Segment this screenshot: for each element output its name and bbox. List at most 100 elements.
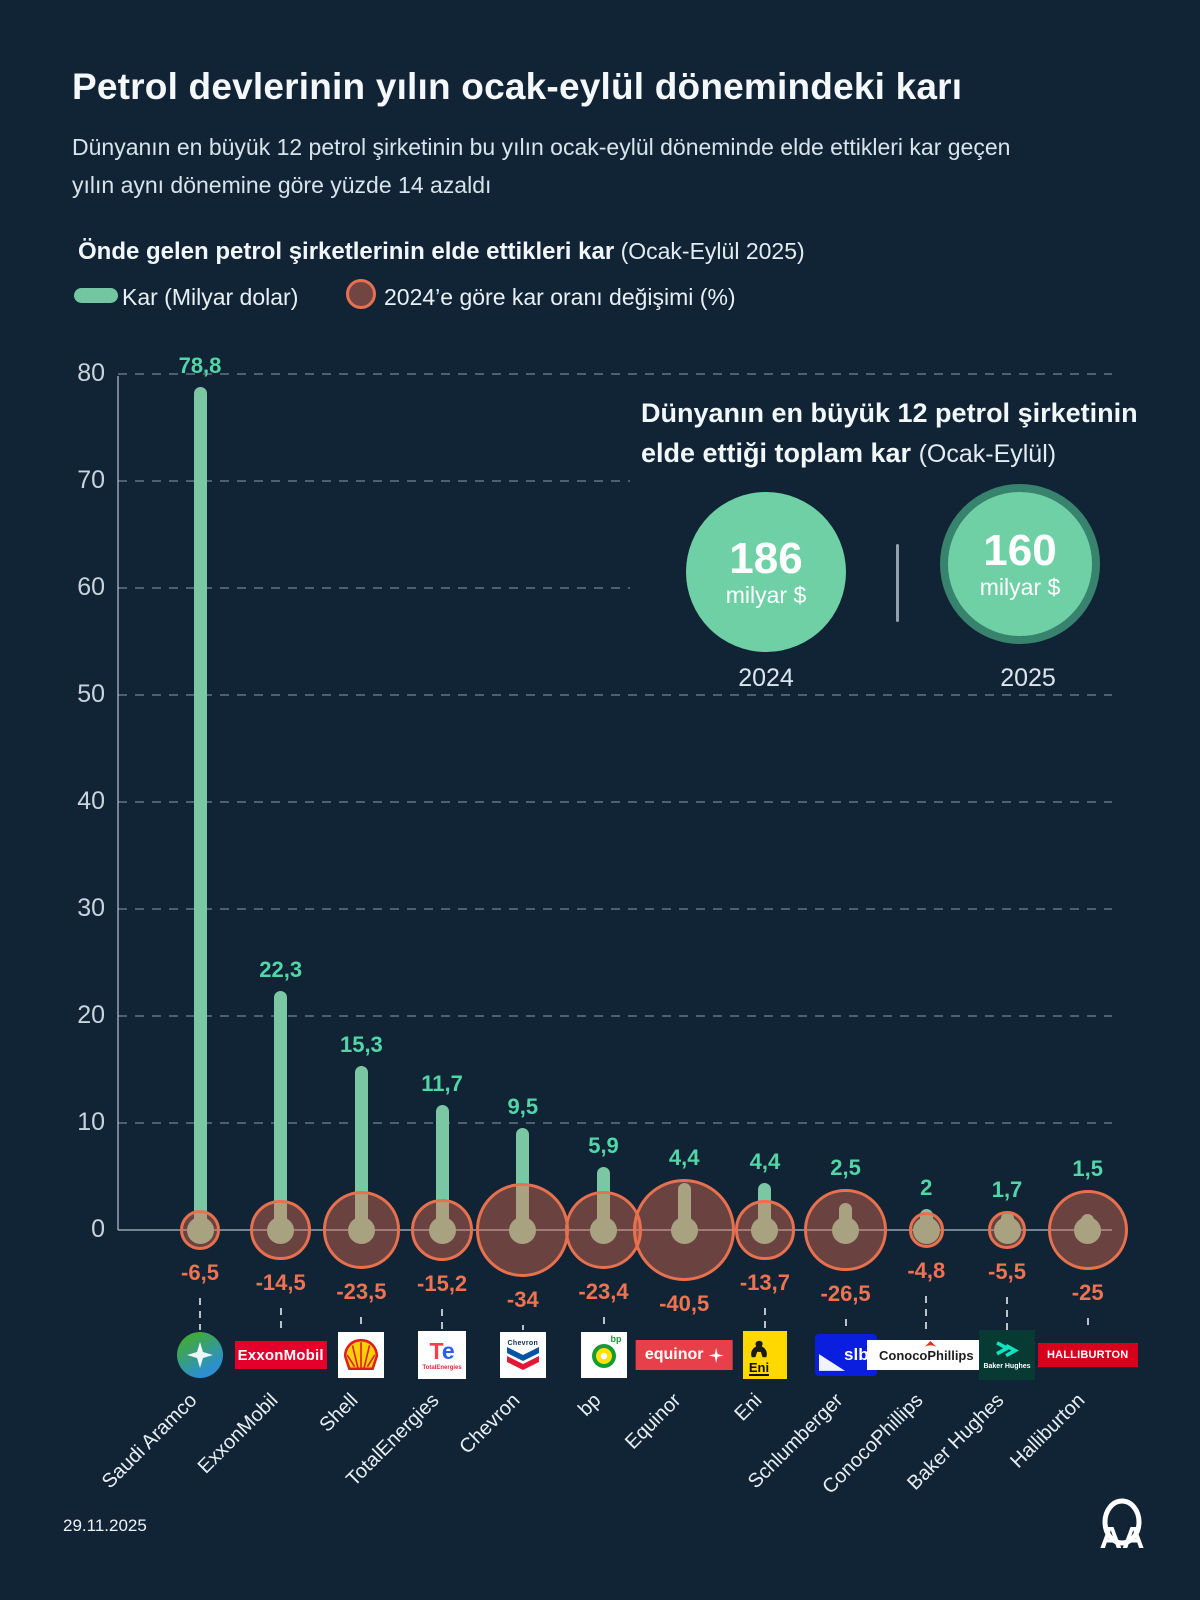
year-2024-label: 2024: [738, 664, 794, 692]
total-2025-value: 160: [983, 525, 1057, 575]
change-value-label: -14,5: [255, 1270, 306, 1296]
connector-line: [1006, 1296, 1008, 1330]
company-name: Shell: [315, 1389, 363, 1437]
totals-inset: Dünyanın en büyük 12 petrol şirketinin e…: [630, 388, 1150, 692]
y-tick-label: 20: [77, 1001, 105, 1029]
y-tick-label: 30: [77, 894, 105, 922]
change-value-label: -6,5: [181, 1260, 219, 1286]
company-name: ConocoPhillips: [818, 1389, 928, 1499]
page-subtitle: Dünyanın en büyük 12 petrol şirketinin b…: [72, 134, 1011, 198]
company-name: Schlumberger: [743, 1389, 848, 1493]
company-name: TotalEnergies: [342, 1389, 444, 1491]
total-2024-value: 186: [729, 533, 803, 583]
profit-value-label: 9,5: [507, 1094, 539, 1120]
profit-bar: [274, 991, 288, 1238]
company-name: Halliburton: [1005, 1389, 1090, 1473]
profit-value-label: 1,7: [991, 1177, 1023, 1203]
connector-line: [360, 1316, 363, 1330]
change-value-label: -40,5: [659, 1290, 710, 1316]
profit-value-label: 78,8: [178, 352, 222, 378]
date-label: 29.11.2025: [63, 1516, 147, 1535]
y-axis-line: [117, 376, 119, 1230]
total-2025-circle: 160 milyar $: [940, 484, 1100, 644]
total-2024-unit: milyar $: [725, 581, 807, 608]
aa-agency-logo-icon: AA: [1096, 1498, 1148, 1563]
gridline: [118, 373, 1112, 375]
y-tick-label: 60: [77, 573, 105, 601]
company-name: ExxonMobil: [193, 1389, 283, 1479]
profit-value-label: 2,5: [830, 1154, 861, 1180]
change-value-label: -13,7: [739, 1269, 790, 1295]
change-value-label: -26,5: [820, 1281, 871, 1307]
gridline: [118, 908, 1112, 910]
legend-change-swatch-icon: [346, 279, 376, 309]
change-value-label: -23,4: [578, 1278, 629, 1304]
company-name: Equinor: [621, 1389, 686, 1454]
exxonmobil-logo-icon: ExxonMobil: [234, 1341, 327, 1369]
change-value-label: -4,8: [907, 1257, 946, 1283]
y-tick-label: 10: [77, 1108, 105, 1136]
profit-value-label: 4,4: [668, 1145, 700, 1171]
change-circle: [735, 1200, 795, 1260]
inset-divider: [896, 544, 899, 622]
change-circle: [988, 1211, 1026, 1249]
company-name: Chevron: [455, 1389, 525, 1459]
conocophillips-logo-icon: ConocoPhillips: [867, 1340, 986, 1370]
y-tick-label: 80: [77, 359, 105, 387]
change-circle: [322, 1191, 401, 1269]
inset-title-line1: Dünyanın en büyük 12 petrol şirketinin: [641, 398, 1138, 428]
change-circle: [250, 1199, 312, 1261]
connector-line: [1086, 1318, 1089, 1330]
change-value-label: -5,5: [988, 1258, 1026, 1284]
profit-value-label: 2: [920, 1174, 933, 1200]
page-title: Petrol devlerinin yılın ocak-eylül dönem…: [72, 66, 963, 107]
y-tick-label: 70: [77, 466, 105, 494]
connector-line: [199, 1298, 201, 1330]
connector-line: [925, 1295, 928, 1330]
profit-value-label: 22,3: [259, 957, 303, 983]
bp-logo-icon: bp: [580, 1332, 627, 1378]
company-name: Eni: [730, 1389, 767, 1426]
company-name: Baker Hughes: [903, 1389, 1009, 1495]
change-circle: [476, 1183, 570, 1277]
gridline: [118, 694, 1112, 696]
chevron-logo-icon: Chevron: [499, 1332, 546, 1378]
connector-line: [602, 1316, 605, 1330]
gridline: [118, 1015, 1112, 1017]
y-tick-label: 0: [91, 1215, 105, 1243]
change-value-label: -23,5: [336, 1278, 387, 1304]
profit-value-label: 11,7: [421, 1070, 463, 1096]
connector-line: [763, 1307, 766, 1330]
equinor-logo-icon: equinor: [635, 1340, 733, 1370]
profit-bar: [193, 386, 207, 1238]
svg-text:AA: AA: [1100, 1520, 1145, 1555]
gridline: [118, 587, 1112, 589]
total-2025-unit: milyar $: [979, 573, 1061, 600]
gridline: [118, 801, 1112, 803]
change-circle: [179, 1209, 221, 1251]
gridline: [118, 1122, 1112, 1124]
connector-line: [279, 1308, 282, 1330]
connector-line: [441, 1309, 444, 1330]
profit-value-label: 5,9: [588, 1132, 619, 1158]
section-heading-bold: Önde gelen petrol şirketlerinin elde ett…: [78, 238, 615, 265]
connector-line: [521, 1324, 524, 1330]
y-tick-label: 50: [77, 680, 105, 708]
year-2025-label: 2025: [1000, 664, 1056, 692]
change-value-label: -34: [506, 1286, 539, 1312]
totalenergies-logo-icon: Te TotalEnergies: [418, 1331, 467, 1379]
eni-logo-icon: Eni: [742, 1331, 787, 1379]
baker-hughes-logo-icon: Baker Hughes: [979, 1330, 1035, 1380]
change-circle: [908, 1212, 944, 1248]
company-name: bp: [573, 1389, 605, 1421]
saudi-aramco-logo-icon: [177, 1332, 223, 1378]
profit-value-label: 15,3: [339, 1032, 383, 1058]
y-tick-label: 40: [77, 787, 105, 815]
change-value-label: -25: [1071, 1280, 1104, 1305]
gridline: [118, 480, 1112, 482]
change-circle: [564, 1191, 643, 1269]
change-circle: [410, 1198, 474, 1262]
change-circle: [633, 1179, 736, 1281]
section-heading: Önde gelen petrol şirketlerinin elde ett…: [78, 238, 805, 266]
